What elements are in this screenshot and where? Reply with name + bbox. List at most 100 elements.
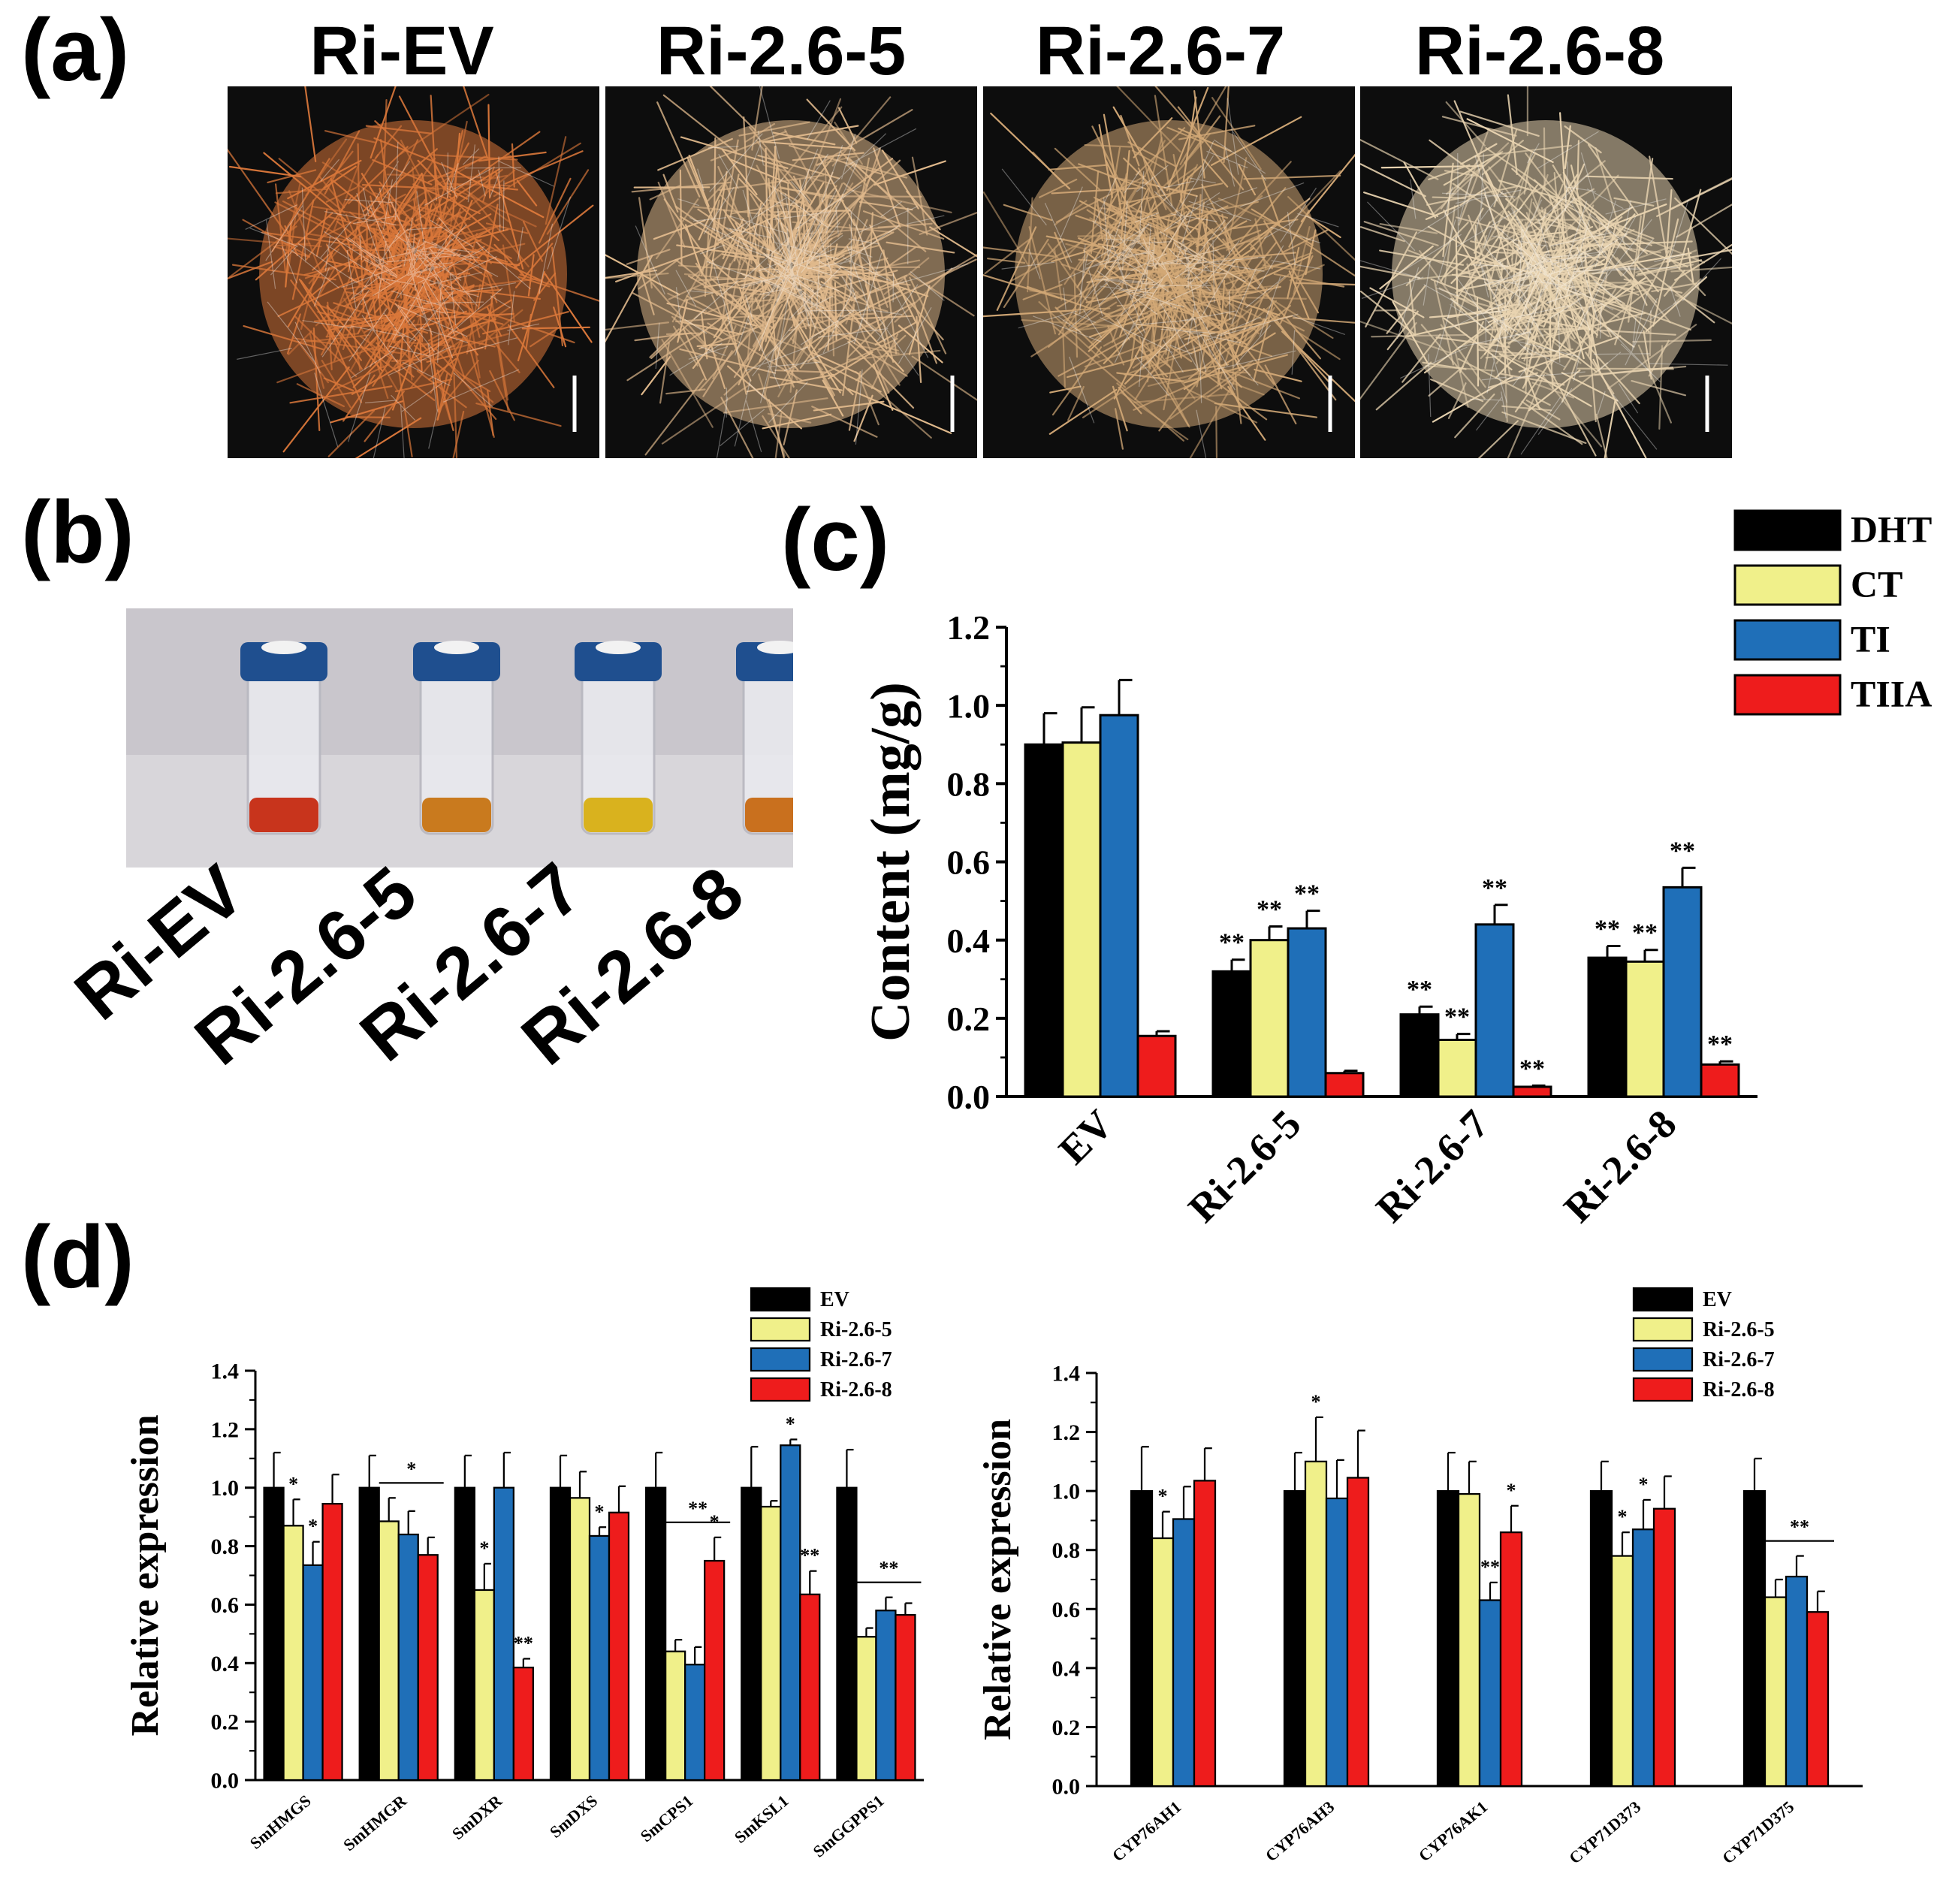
- significance-mark: **: [1707, 1030, 1733, 1058]
- y-tick-label: 0.2: [211, 1710, 240, 1735]
- y-tick-label: 1.2: [1052, 1420, 1081, 1445]
- bar-DHT-Ri-2.6-5: [1211, 970, 1252, 1098]
- legend-swatch-TI: [1733, 619, 1842, 661]
- significance-mark: *: [1507, 1480, 1516, 1501]
- bar-Ri-2.6-7-SmHMGS: [302, 1564, 324, 1782]
- y-tick-label: 1.0: [1052, 1480, 1081, 1504]
- photo-title-ri-2-6-8: Ri-2.6-8: [1414, 13, 1665, 89]
- y-tick-label: 0.6: [211, 1593, 240, 1618]
- bar-Ri-2.6-7-SmGGPPS1: [875, 1610, 897, 1782]
- root-highlights: [635, 86, 969, 458]
- category-label: SmKSL1: [731, 1791, 792, 1847]
- bar-Ri-2.6-7-CYP76AH1: [1172, 1518, 1196, 1788]
- significance-mark: **: [1480, 1556, 1500, 1578]
- significance-mark: **: [1407, 976, 1432, 1003]
- significance-mark: *: [1639, 1474, 1649, 1495]
- significance-mark: *: [1618, 1506, 1628, 1528]
- legend-label-Ri-2.6-7: Ri-2.6-7: [820, 1348, 892, 1371]
- category-label: CYP76AH3: [1262, 1797, 1338, 1866]
- category-label: SmDXS: [546, 1791, 601, 1842]
- legend-label-DHT: DHT: [1851, 508, 1932, 551]
- legend-label-Ri-2.6-5: Ri-2.6-5: [820, 1318, 892, 1341]
- y-tick-label: 1.2: [211, 1417, 240, 1442]
- category-label: CYP76AH1: [1109, 1797, 1184, 1866]
- y-tick-label: 0.4: [211, 1652, 240, 1676]
- legend-label-Ri-2.6-8: Ri-2.6-8: [1703, 1378, 1775, 1402]
- bar-CT-EV: [1061, 741, 1102, 1098]
- bar-EV-SmDXR: [454, 1486, 475, 1782]
- bar-Ri-2.6-7-SmCPS1: [684, 1664, 706, 1782]
- bar-TI-Ri-2.6-5: [1287, 927, 1327, 1098]
- bar-CT-Ri-2.6-7: [1437, 1038, 1477, 1098]
- bar-DHT-Ri-2.6-8: [1587, 956, 1628, 1098]
- bar-EV-CYP76AH3: [1283, 1490, 1307, 1788]
- bar-Ri-2.6-8-SmHMGR: [417, 1554, 439, 1782]
- bar-Ri-2.6-8-SmHMGS: [321, 1503, 343, 1782]
- vial-cap-septum: [757, 641, 793, 654]
- root-strands: [1360, 86, 1732, 458]
- chart-c-tanshinone-content: 0.0 0.2 0.4 0.6 0.8 1.0 1.2 Content (mg/g) EV ** *…: [860, 508, 1932, 1231]
- category-label: CYP71D373: [1565, 1797, 1644, 1868]
- significance-mark: **: [1632, 919, 1658, 947]
- vial-liquid: [745, 798, 793, 832]
- category-label: SmHMGS: [246, 1791, 315, 1853]
- bar-Ri-2.6-5-CYP76AH3: [1304, 1460, 1328, 1788]
- bar-Ri-2.6-5-SmGGPPS1: [855, 1636, 877, 1782]
- group-significance-mark: *: [406, 1458, 416, 1480]
- vial-cap-septum: [261, 641, 306, 654]
- root-photo-ri-ev: [228, 86, 599, 458]
- bar-Ri-2.6-5-SmHMGR: [378, 1520, 400, 1782]
- significance-mark: **: [1444, 1003, 1470, 1031]
- panel-label-a: (a): [21, 1, 130, 100]
- category-label: CYP71D375: [1718, 1797, 1797, 1868]
- significance-mark: *: [1158, 1486, 1168, 1507]
- y-tick-label: 1.0: [947, 686, 991, 725]
- legend-swatch-CT: [1733, 564, 1842, 606]
- bar-CT-Ri-2.6-8: [1625, 960, 1665, 1098]
- root-highlights: [1001, 98, 1346, 458]
- significance-mark: *: [595, 1501, 605, 1522]
- photo-title-ri-ev: Ri-EV: [309, 13, 494, 89]
- bar-Ri-2.6-8-CYP76AK1: [1499, 1531, 1523, 1788]
- legend-swatch-Ri-2.6-8: [1632, 1377, 1694, 1402]
- legend-swatch-TIIA: [1733, 674, 1842, 716]
- chart-d-left-relative-expression: 0.0 0.2 0.4 0.6 0.8 1.0 1.2 1.4 Relative express…: [124, 1287, 924, 1861]
- significance-mark: **: [1257, 895, 1282, 923]
- root-highlights: [1360, 131, 1728, 455]
- category-label: SmHMGR: [339, 1791, 411, 1854]
- bar-Ri-2.6-8-SmCPS1: [704, 1559, 726, 1782]
- bar-TI-EV: [1099, 714, 1139, 1098]
- root-photo-ri-2-6-8: [1360, 86, 1732, 458]
- y-axis-label: Content (mg/g): [860, 682, 922, 1042]
- vials-photo: [126, 608, 793, 868]
- bar-TIIA-Ri-2.6-5: [1324, 1072, 1365, 1098]
- bar-DHT-Ri-2.6-7: [1399, 1013, 1440, 1098]
- vial-4: [736, 641, 793, 835]
- bar-Ri-2.6-8-SmKSL1: [799, 1593, 821, 1782]
- bar-TI-Ri-2.6-8: [1662, 886, 1703, 1098]
- significance-mark: *: [479, 1537, 489, 1559]
- legend-label-Ri-2.6-5: Ri-2.6-5: [1703, 1318, 1775, 1341]
- vial-cap-septum: [596, 641, 641, 654]
- significance-mark: *: [308, 1516, 318, 1537]
- y-tick-label: 0.2: [1052, 1715, 1081, 1740]
- category-label: CYP76AK1: [1415, 1797, 1491, 1866]
- bar-Ri-2.6-7-SmDXS: [588, 1534, 611, 1782]
- y-tick-label: 0.4: [1052, 1656, 1081, 1681]
- bar-Ri-2.6-8-CYP71D373: [1652, 1507, 1676, 1788]
- bar-Ri-2.6-7-SmKSL1: [780, 1444, 801, 1782]
- significance-mark: *: [1311, 1391, 1321, 1413]
- significance-mark: **: [800, 1545, 819, 1567]
- bar-Ri-2.6-8-CYP71D375: [1806, 1611, 1830, 1788]
- y-tick-label: 0.6: [1052, 1598, 1081, 1622]
- root-highlights: [237, 142, 572, 458]
- bar-Ri-2.6-8-SmDXS: [608, 1511, 630, 1782]
- bar-EV-SmDXS: [549, 1486, 572, 1782]
- significance-mark: **: [514, 1632, 533, 1654]
- vial-1: [240, 641, 327, 835]
- bar-EV-CYP71D375: [1742, 1490, 1767, 1788]
- bar-Ri-2.6-8-CYP76AH1: [1193, 1480, 1217, 1788]
- category-label: SmGGPPS1: [810, 1791, 888, 1861]
- legend-label-EV: EV: [820, 1288, 849, 1311]
- significance-mark: *: [288, 1473, 298, 1495]
